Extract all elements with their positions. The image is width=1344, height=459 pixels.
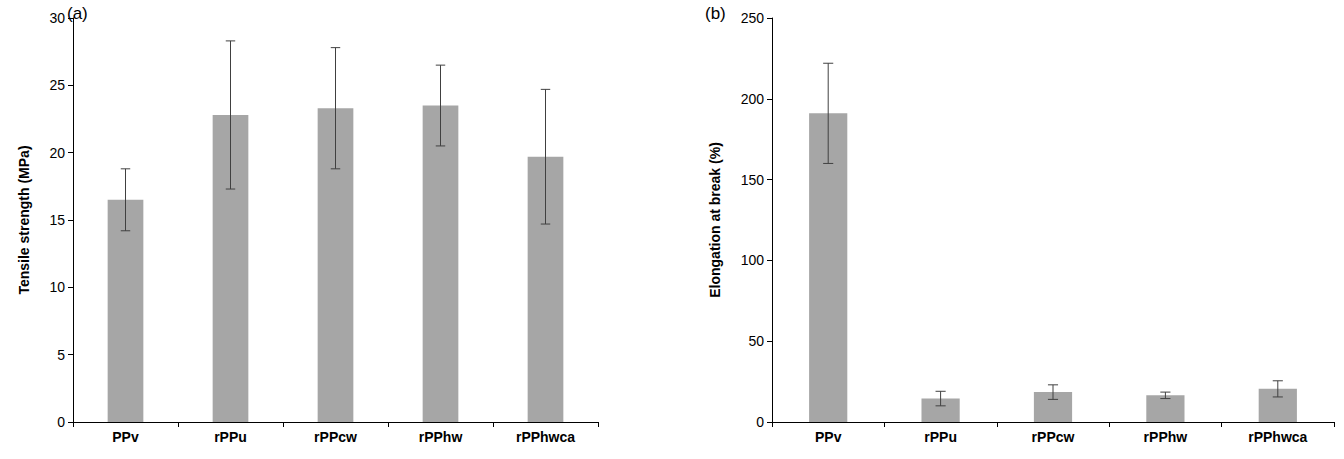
svg-text:rPPcw: rPPcw (314, 429, 357, 445)
svg-text:rPPhw: rPPhw (419, 429, 463, 445)
svg-text:150: 150 (741, 172, 765, 188)
svg-text:PPv: PPv (112, 429, 139, 445)
svg-text:rPPcw: rPPcw (1032, 429, 1075, 445)
svg-text:50: 50 (748, 333, 764, 349)
svg-text:200: 200 (741, 91, 765, 107)
svg-text:100: 100 (741, 252, 765, 268)
svg-text:PPv: PPv (815, 429, 842, 445)
svg-text:rPPhwca: rPPhwca (1248, 429, 1307, 445)
svg-text:rPPhw: rPPhw (1144, 429, 1188, 445)
svg-text:(b): (b) (705, 4, 726, 23)
svg-text:Tensile strength (MPa): Tensile strength (MPa) (16, 145, 32, 294)
svg-text:rPPu: rPPu (214, 429, 247, 445)
svg-text:30: 30 (49, 10, 65, 26)
svg-text:0: 0 (756, 414, 764, 430)
svg-text:rPPu: rPPu (924, 429, 957, 445)
svg-text:(a): (a) (67, 4, 88, 23)
svg-text:15: 15 (49, 212, 65, 228)
svg-text:0: 0 (57, 414, 65, 430)
svg-text:25: 25 (49, 77, 65, 93)
svg-text:Elongation at break (%): Elongation at break (%) (707, 142, 723, 298)
svg-text:250: 250 (741, 10, 765, 26)
svg-text:rPPhwca: rPPhwca (516, 429, 575, 445)
svg-text:10: 10 (49, 279, 65, 295)
svg-text:5: 5 (57, 347, 65, 363)
svg-text:20: 20 (49, 145, 65, 161)
